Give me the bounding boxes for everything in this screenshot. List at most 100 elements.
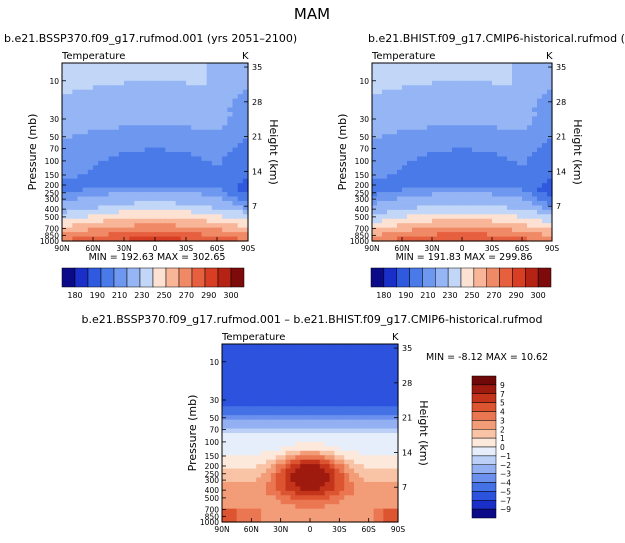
heatmap-cell	[437, 129, 443, 135]
heatmap-cell	[180, 89, 187, 95]
heatmap-cell	[442, 183, 448, 189]
panel-historical: b.e21.BHIST.f09_g17.CMIP6-historical.ruf…	[336, 32, 625, 263]
heatmap-cell	[196, 89, 203, 95]
heatmap-cell	[388, 437, 394, 443]
heatmap-cell	[329, 477, 336, 483]
heatmap-cell	[349, 361, 355, 367]
heatmap-cell	[457, 165, 463, 171]
heatmap-cell	[155, 147, 161, 153]
heatmap-cell	[280, 499, 287, 505]
heatmap-cell	[300, 459, 306, 465]
heatmap-cell	[393, 473, 399, 479]
heatmap-cell	[165, 178, 172, 184]
heatmap-cell	[378, 464, 384, 470]
heatmap-cell	[472, 116, 478, 122]
heatmap-cell	[261, 388, 267, 394]
heatmap-cell	[113, 232, 120, 238]
heatmap-cell	[275, 352, 282, 358]
heatmap-cell	[118, 192, 125, 198]
heatmap-cell	[280, 513, 287, 519]
heatmap-cell	[442, 160, 448, 166]
heatmap-cell	[72, 120, 79, 126]
heatmap-cell	[547, 107, 553, 113]
heatmap-cell	[310, 464, 316, 470]
heatmap-cell	[87, 89, 94, 95]
heatmap-cell	[329, 437, 336, 443]
heatmap-cell	[477, 178, 483, 184]
heatmap-cell	[363, 415, 370, 421]
heatmap-cell	[87, 76, 94, 82]
heatmap-cell	[507, 147, 513, 153]
colorbar-future: 180 190 210 230 250 270 290 300	[61, 267, 245, 300]
heatmap-cell	[222, 125, 228, 131]
heatmap-cell	[537, 125, 543, 131]
heatmap-cell	[402, 223, 408, 229]
heatmap-cell	[170, 174, 177, 180]
heatmap-cell	[139, 80, 146, 86]
heatmap-cell	[363, 473, 370, 479]
heatmap-cells	[62, 63, 249, 242]
heatmap-cell	[527, 94, 533, 100]
heatmap-cell	[261, 490, 267, 496]
heatmap-cell	[246, 388, 252, 394]
heatmap-cell	[261, 437, 267, 443]
heatmap-cell	[407, 174, 413, 180]
heatmap-cell	[522, 120, 528, 126]
heatmap-cell	[266, 424, 272, 430]
heatmap-cell	[227, 94, 234, 100]
heatmap-cell	[387, 192, 393, 198]
heatmap-cell	[87, 125, 94, 131]
heatmap-cell	[437, 120, 443, 126]
heatmap-cell	[241, 415, 248, 421]
heatmap-cell	[134, 103, 141, 109]
heatmap-cell	[457, 218, 463, 224]
heatmap-cell	[237, 214, 244, 220]
heatmap-cell	[447, 205, 453, 211]
heatmap-cell	[422, 209, 428, 215]
heatmap-cell	[417, 67, 423, 73]
heatmap-cell	[175, 218, 182, 224]
heatmap-cell	[358, 504, 365, 510]
heatmap-cell	[517, 134, 523, 140]
heatmap-cell	[482, 169, 488, 175]
heatmap-cell	[82, 223, 89, 229]
heatmap-cell	[442, 165, 448, 171]
heatmap-cell	[251, 388, 257, 394]
heatmap-cell	[124, 103, 130, 109]
heatmap-cell	[191, 156, 197, 162]
heatmap-cell	[447, 152, 453, 158]
heatmap-cell	[87, 103, 94, 109]
colorbar-swatch	[471, 375, 497, 386]
heatmap-cell	[537, 205, 543, 211]
heatmap-cell	[482, 71, 488, 77]
heatmap-cell	[113, 103, 120, 109]
heatmap-cell	[497, 63, 503, 69]
heatmap-cell	[139, 143, 146, 149]
heatmap-cell	[388, 410, 394, 416]
heatmap-cell	[387, 209, 393, 215]
heatmap-cell	[222, 178, 228, 184]
heatmap-cell	[329, 446, 336, 452]
y-tick-label: 50	[359, 133, 369, 142]
heatmap-cell	[144, 76, 151, 82]
heatmap-cell	[186, 236, 192, 242]
heatmap-cell	[165, 165, 172, 171]
heatmap-cell	[242, 111, 249, 117]
heatmap-cell	[378, 446, 384, 452]
heatmap-cell	[261, 455, 267, 461]
heatmap-cell	[532, 214, 538, 220]
heatmap-cell	[134, 116, 141, 122]
heatmap-cell	[447, 192, 453, 198]
heatmap-cell	[363, 499, 370, 505]
heatmap-cell	[67, 89, 73, 95]
heatmap-cell	[98, 209, 104, 215]
heatmap-cell	[397, 183, 403, 189]
heatmap-cell	[67, 232, 73, 238]
heatmap-cell	[290, 379, 296, 385]
heatmap-cell	[144, 160, 151, 166]
heatmap-cell	[165, 67, 172, 73]
heatmap-cell	[180, 223, 187, 229]
heatmap-cell	[310, 495, 316, 501]
heatmap-cell	[285, 433, 292, 439]
heatmap-cell	[155, 205, 161, 211]
